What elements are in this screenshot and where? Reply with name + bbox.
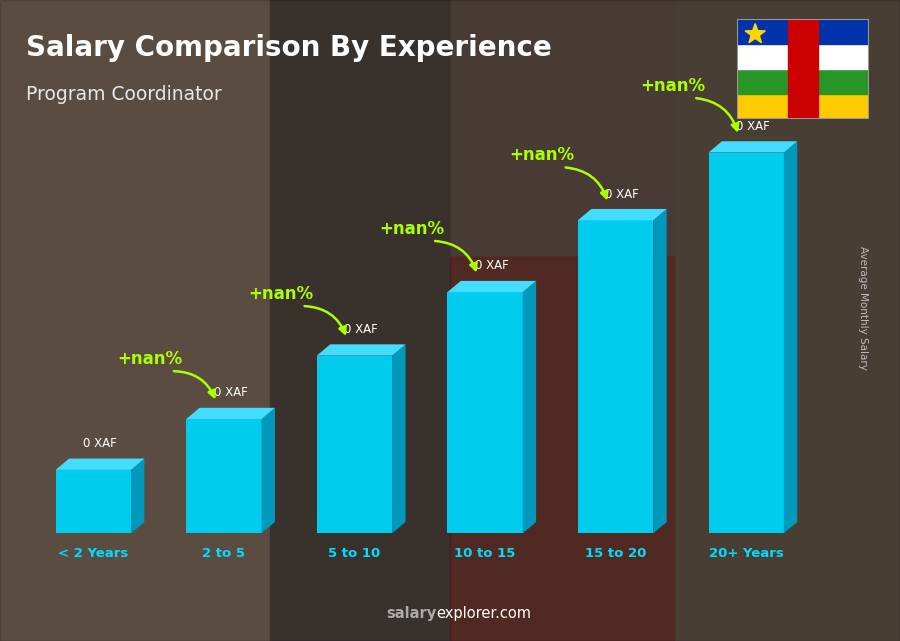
Text: +nan%: +nan% [379, 220, 444, 238]
Polygon shape [578, 221, 653, 533]
Polygon shape [186, 408, 275, 419]
Text: 15 to 20: 15 to 20 [585, 547, 646, 560]
Polygon shape [653, 209, 667, 533]
Text: explorer.com: explorer.com [436, 606, 532, 620]
Text: Salary Comparison By Experience: Salary Comparison By Experience [26, 34, 552, 62]
Text: 0 XAF: 0 XAF [606, 188, 639, 201]
Text: 0 XAF: 0 XAF [213, 387, 248, 399]
Text: 0 XAF: 0 XAF [83, 437, 117, 450]
Bar [450, 256, 675, 641]
Text: +nan%: +nan% [640, 77, 705, 95]
Bar [270, 0, 450, 641]
Text: 10 to 15: 10 to 15 [454, 547, 516, 560]
Polygon shape [784, 141, 797, 533]
Text: 0 XAF: 0 XAF [736, 120, 770, 133]
Bar [737, 94, 869, 119]
Bar [737, 19, 869, 44]
Text: Program Coordinator: Program Coordinator [26, 85, 222, 104]
Text: Average Monthly Salary: Average Monthly Salary [859, 246, 868, 370]
Polygon shape [56, 458, 144, 470]
Bar [788, 19, 818, 119]
Polygon shape [186, 419, 262, 533]
Polygon shape [262, 408, 275, 533]
Polygon shape [523, 281, 536, 533]
Text: +nan%: +nan% [509, 146, 574, 164]
Polygon shape [392, 344, 406, 533]
Polygon shape [708, 141, 797, 153]
Bar [675, 0, 900, 641]
Text: salary: salary [386, 606, 436, 620]
Polygon shape [578, 209, 667, 221]
Text: 0 XAF: 0 XAF [475, 260, 508, 272]
Text: 0 XAF: 0 XAF [345, 323, 378, 336]
Polygon shape [708, 153, 784, 533]
Polygon shape [447, 281, 536, 292]
Bar [450, 0, 675, 256]
Bar [737, 69, 869, 94]
Polygon shape [447, 292, 523, 533]
Text: +nan%: +nan% [248, 285, 313, 303]
Polygon shape [317, 344, 406, 356]
Bar [0, 0, 270, 641]
Text: < 2 Years: < 2 Years [58, 547, 129, 560]
Text: 5 to 10: 5 to 10 [328, 547, 381, 560]
Text: +nan%: +nan% [118, 351, 183, 369]
Polygon shape [56, 470, 131, 533]
Polygon shape [131, 458, 144, 533]
Bar [737, 44, 869, 69]
Polygon shape [317, 356, 392, 533]
Polygon shape [745, 24, 765, 43]
Text: 20+ Years: 20+ Years [709, 547, 784, 560]
Text: 2 to 5: 2 to 5 [202, 547, 246, 560]
